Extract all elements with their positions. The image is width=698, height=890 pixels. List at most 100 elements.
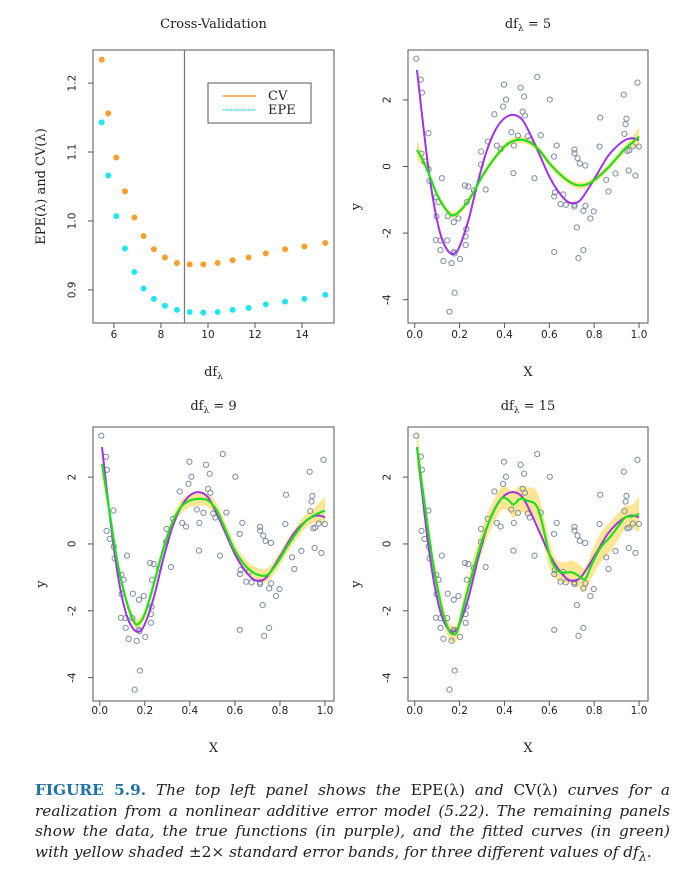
data-point bbox=[315, 520, 322, 527]
caption-pm: ±2× bbox=[188, 842, 225, 861]
data-point bbox=[546, 473, 553, 480]
data-point bbox=[262, 537, 269, 545]
x-tick-label: 0.6 bbox=[541, 705, 558, 717]
data-point bbox=[531, 175, 538, 182]
data-point bbox=[521, 489, 528, 496]
data-point bbox=[103, 527, 110, 535]
data-point bbox=[306, 468, 313, 475]
data-point bbox=[282, 520, 289, 528]
x-axis-label: dfλ bbox=[204, 365, 223, 382]
data-point bbox=[493, 519, 500, 527]
data-point bbox=[508, 129, 515, 136]
data-point bbox=[182, 523, 190, 530]
data-point bbox=[482, 186, 489, 193]
data-point bbox=[455, 215, 462, 222]
data-point bbox=[448, 259, 455, 267]
data-point bbox=[521, 93, 528, 100]
data-point bbox=[612, 170, 619, 177]
data-point bbox=[136, 667, 143, 674]
data-point bbox=[259, 602, 266, 609]
figure-caption: FIGURE 5.9. The top left panel shows the… bbox=[35, 780, 670, 868]
data-point bbox=[571, 523, 578, 531]
data-point bbox=[478, 525, 485, 533]
data-point bbox=[188, 473, 195, 480]
caption-and: and bbox=[464, 781, 514, 799]
data-point bbox=[478, 148, 485, 155]
data-point bbox=[276, 585, 283, 593]
data-point bbox=[550, 530, 558, 538]
fit-panel-df-9: dfλ = 9 0.0 0.2 0.4 0.6 0.8 1.0 -4 -2 0 2 Xy bbox=[34, 399, 335, 756]
fit-panel-df-15: dfλ = 15 0.0 0.2 0.4 0.6 0.8 1.0 -4 -2 0 2 Xy bbox=[349, 399, 649, 756]
epe-point bbox=[301, 295, 308, 302]
caption-sub: λ bbox=[638, 849, 647, 865]
data-point bbox=[551, 626, 558, 633]
data-point bbox=[510, 142, 517, 149]
x-tick-label: 0.8 bbox=[586, 705, 603, 717]
data-point bbox=[312, 524, 319, 531]
data-point bbox=[580, 207, 587, 214]
data-point bbox=[207, 489, 214, 496]
data-point bbox=[266, 624, 273, 631]
data-point bbox=[500, 480, 507, 487]
epe-point bbox=[186, 308, 193, 315]
data-point bbox=[500, 458, 508, 465]
data-point bbox=[582, 162, 589, 169]
y-tick-label: 1.0 bbox=[67, 213, 79, 230]
y-tick-label: 2 bbox=[382, 97, 394, 104]
true-function-curve bbox=[101, 446, 326, 633]
caption-end: . bbox=[646, 842, 652, 861]
caption-text-1: The top left panel shows the bbox=[146, 781, 411, 799]
cv-point bbox=[322, 240, 329, 247]
x-tick-label: 0.6 bbox=[541, 329, 558, 341]
x-tick-label: 12 bbox=[248, 329, 261, 341]
data-point bbox=[450, 219, 457, 226]
data-point bbox=[455, 592, 462, 600]
x-axis-label: X bbox=[523, 741, 533, 756]
data-point bbox=[311, 544, 318, 552]
data-point bbox=[257, 523, 264, 531]
data-point bbox=[510, 547, 517, 554]
cv-point bbox=[301, 243, 308, 250]
data-point bbox=[551, 193, 558, 200]
data-point bbox=[557, 201, 564, 208]
data-point bbox=[257, 527, 264, 534]
data-point bbox=[133, 637, 140, 644]
x-tick-label: 1.0 bbox=[631, 329, 648, 341]
data-point bbox=[625, 544, 632, 552]
data-point bbox=[550, 153, 558, 160]
epe-point bbox=[245, 304, 252, 311]
data-point bbox=[582, 539, 589, 547]
data-point bbox=[612, 547, 619, 555]
caption-epe: EPE(λ) bbox=[410, 781, 465, 799]
true-function-curve bbox=[415, 69, 640, 256]
epe-point bbox=[150, 295, 157, 302]
x-tick-label: 10 bbox=[201, 329, 214, 341]
epe-point bbox=[262, 301, 269, 308]
chart-title: dfλ = 15 bbox=[501, 399, 556, 416]
y-tick-label: 2 bbox=[67, 474, 79, 481]
data-point bbox=[462, 241, 469, 249]
epe-point bbox=[98, 119, 105, 126]
cv-point bbox=[245, 254, 252, 261]
data-point bbox=[537, 132, 544, 139]
x-tick-label: 0.0 bbox=[406, 329, 423, 341]
standard-error-band bbox=[416, 427, 640, 643]
data-point bbox=[571, 146, 578, 153]
data-point bbox=[491, 488, 498, 495]
y-tick-label: -4 bbox=[382, 294, 394, 305]
data-point bbox=[142, 633, 149, 640]
cv-point bbox=[262, 250, 269, 257]
cv-point bbox=[282, 246, 289, 253]
data-point bbox=[219, 450, 226, 458]
cv-point bbox=[131, 214, 138, 221]
data-point bbox=[621, 508, 628, 515]
data-point bbox=[634, 456, 641, 463]
y-tick-label: -2 bbox=[67, 606, 79, 616]
data-point bbox=[500, 81, 508, 88]
data-point bbox=[413, 55, 420, 62]
data-point bbox=[580, 585, 587, 592]
y-tick-label: -2 bbox=[382, 228, 394, 238]
data-point bbox=[456, 633, 464, 640]
x-tick-label: 0.2 bbox=[451, 705, 468, 717]
data-point bbox=[573, 602, 580, 609]
